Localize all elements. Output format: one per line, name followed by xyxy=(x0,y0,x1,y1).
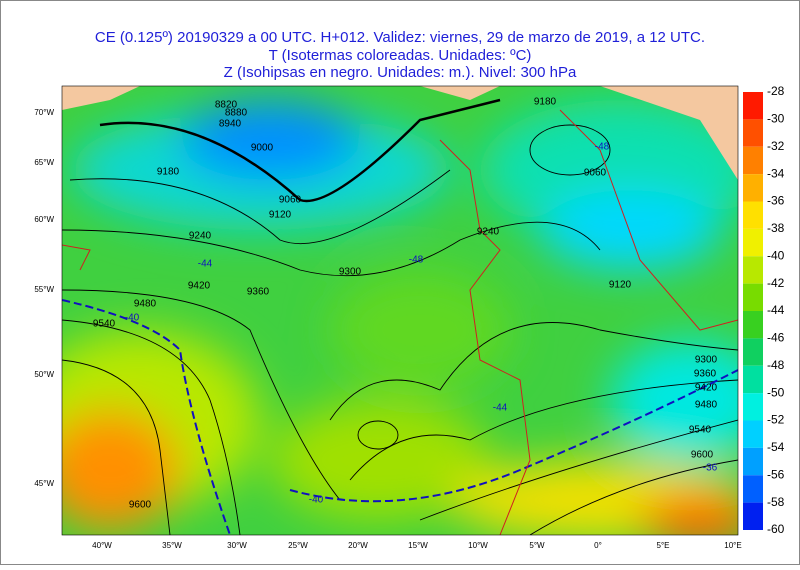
colorbar-box xyxy=(743,475,763,503)
contour-label: 9540 xyxy=(689,425,712,436)
colorbar-label: -54 xyxy=(767,440,785,454)
lon-label: 5°W xyxy=(529,541,545,550)
lat-label: 60°W xyxy=(34,215,54,224)
contour-label: 8880 xyxy=(225,108,248,119)
colorbar-label: -44 xyxy=(767,303,785,317)
contour-label: 9060 xyxy=(279,195,302,206)
colorbar-box xyxy=(743,201,763,229)
colorbar-label: -34 xyxy=(767,166,785,180)
contour-label: 9480 xyxy=(134,299,157,310)
isotherm-label: -40 xyxy=(125,313,140,324)
isotherm-label: -48 xyxy=(409,255,424,266)
colorbar-label: -40 xyxy=(767,248,785,262)
isotherm-label: -44 xyxy=(493,403,508,414)
title-line: CE (0.125º) 20190329 a 00 UTC. H+012. Va… xyxy=(95,29,705,46)
contour-label: 9540 xyxy=(93,319,116,330)
lon-label: 10°E xyxy=(724,541,741,550)
colorbar-label: -42 xyxy=(767,276,785,290)
colorbar-label: -32 xyxy=(767,139,785,153)
colorbar-label: -50 xyxy=(767,385,785,399)
colorbar-label: -48 xyxy=(767,358,785,372)
lon-label: 30°W xyxy=(227,541,247,550)
lat-label: 55°W xyxy=(34,285,54,294)
colorbar-box xyxy=(743,119,763,147)
colorbar-box xyxy=(743,174,763,202)
colorbar-box xyxy=(743,447,763,476)
contour-label: 9420 xyxy=(188,281,211,292)
colorbar-label: -36 xyxy=(767,194,785,208)
colorbar-box xyxy=(743,338,763,366)
contour-label: 9240 xyxy=(477,227,500,238)
contour-label: 9180 xyxy=(534,97,557,108)
title-line: Z (Isohipsas en negro. Unidades: m.). Ni… xyxy=(224,64,577,81)
contour-label: 9360 xyxy=(247,287,270,298)
contour-label: 9240 xyxy=(189,231,212,242)
colorbar-label: -46 xyxy=(767,331,785,345)
contour-label: 9120 xyxy=(269,210,292,221)
colorbar-box xyxy=(743,92,763,120)
lat-label: 50°W xyxy=(34,370,54,379)
lat-label: 45°W xyxy=(34,479,54,488)
colorbar-label: -52 xyxy=(767,413,785,427)
contour-label: 9180 xyxy=(157,167,180,178)
contour-label: 9300 xyxy=(695,355,718,366)
lon-label: 15°W xyxy=(408,541,428,550)
contour-label: 9360 xyxy=(694,369,717,380)
isotherm-label: -36 xyxy=(703,463,718,474)
colorbar-box xyxy=(743,420,763,448)
lon-label: 10°W xyxy=(468,541,488,550)
colorbar-box xyxy=(743,256,763,284)
isotherm-label: -40 xyxy=(309,495,324,506)
colorbar-label: -60 xyxy=(767,522,785,536)
contour-label: 9420 xyxy=(695,383,718,394)
map xyxy=(62,86,738,535)
lon-label: 25°W xyxy=(288,541,308,550)
colorbar-box xyxy=(743,146,763,175)
colorbar-box xyxy=(743,365,763,394)
title-line: T (Isotermas coloreadas. Unidades: ºC) xyxy=(269,47,532,64)
colorbar-label: -38 xyxy=(767,221,785,235)
colorbar-label: -30 xyxy=(767,112,785,126)
lon-label: 20°W xyxy=(348,541,368,550)
isotherm-label: -48 xyxy=(595,142,610,153)
contour-label: 9000 xyxy=(251,143,274,154)
lon-label: 5°E xyxy=(657,541,670,550)
colorbar-box xyxy=(743,393,763,421)
lat-label: 70°W xyxy=(34,108,54,117)
colorbar-box xyxy=(743,228,763,257)
colorbar-box xyxy=(743,311,763,339)
colorbar-box xyxy=(743,283,763,311)
contour-label: 9600 xyxy=(691,450,714,461)
lon-label: 35°W xyxy=(162,541,182,550)
contour-label: 8940 xyxy=(219,119,242,130)
lon-label: 0° xyxy=(594,541,602,550)
contour-label: 9060 xyxy=(584,168,607,179)
lat-label: 65°W xyxy=(34,158,54,167)
colorbar-label: -56 xyxy=(767,467,785,481)
isotherm-label: -44 xyxy=(198,259,213,270)
contour-label: 9600 xyxy=(129,500,152,511)
contour-label: 9300 xyxy=(339,267,362,278)
colorbar-box xyxy=(743,502,763,530)
lon-label: 40°W xyxy=(92,541,112,550)
colorbar-label: -58 xyxy=(767,495,785,509)
colorbar-label: -28 xyxy=(767,84,785,98)
contour-label: 8820 xyxy=(215,100,238,111)
contour-label: 9120 xyxy=(609,280,632,291)
contour-label: 9480 xyxy=(695,400,718,411)
